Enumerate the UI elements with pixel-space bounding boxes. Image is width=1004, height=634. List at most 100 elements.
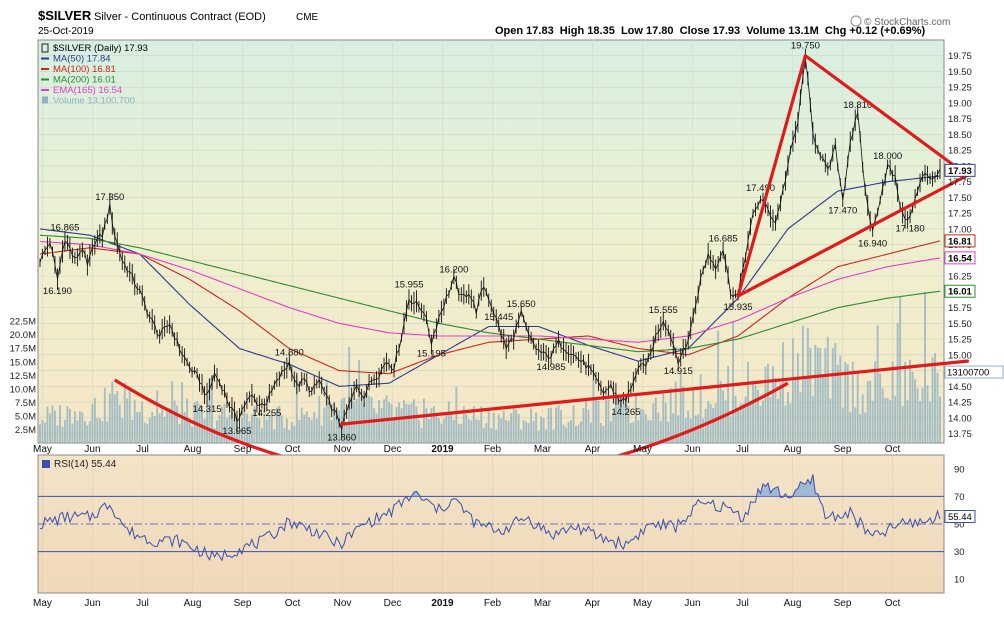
volume-bar <box>879 373 882 443</box>
volume-bar <box>702 418 705 443</box>
volume-bar <box>413 399 415 443</box>
volume-bar <box>612 411 615 443</box>
x-tick-label: Mar <box>534 598 552 609</box>
volume-bar <box>290 422 293 443</box>
price-tick-label: 15.75 <box>948 303 972 314</box>
volume-bar <box>809 347 812 443</box>
price-tick-label: 15.50 <box>948 319 972 330</box>
volume-bar <box>482 427 485 443</box>
rsi-line <box>39 474 941 562</box>
ma-line <box>39 234 941 353</box>
x-tick-label: Jun <box>84 444 100 455</box>
volume-bar <box>757 389 759 443</box>
volume-bar <box>799 392 802 443</box>
volume-bar <box>587 409 590 443</box>
volume-bar <box>784 405 787 443</box>
x-tick-label: Feb <box>484 444 502 455</box>
price-tick-label: 18.50 <box>948 130 972 141</box>
volume-axis: 22.5M 20.0M 17.5M 15.0M 12.5M 10.0M 7.5M 5.0M 2.… <box>10 317 36 436</box>
volume-bar <box>111 381 114 443</box>
x-tick-label: Jul <box>736 598 749 609</box>
volume-bar <box>176 405 179 443</box>
volume-bar <box>871 400 874 443</box>
volume-bar <box>764 366 767 443</box>
volume-bar <box>826 336 829 443</box>
volume-bar <box>63 420 66 443</box>
volume-bar <box>881 388 884 443</box>
volume-bar <box>46 406 49 443</box>
volume-bar <box>909 359 912 443</box>
x-tick-label: Feb <box>484 598 502 609</box>
price-annotation: 13.965 <box>222 426 251 437</box>
volume-bar <box>590 422 592 443</box>
volume-bar <box>313 411 316 443</box>
volume-bar <box>754 384 757 443</box>
volume-bar <box>752 381 754 443</box>
x-tick-label: Jun <box>684 598 700 609</box>
volume-bar <box>203 419 206 443</box>
volume-bar <box>819 348 822 443</box>
rsi-tick-label: 10 <box>954 575 965 586</box>
volume-tick-label: 15.0M <box>10 357 36 368</box>
volume-bar <box>634 394 637 443</box>
price-tag-text: 17.93 <box>948 166 972 177</box>
volume-bar <box>624 397 627 443</box>
volume-bar <box>283 427 286 443</box>
volume-bar <box>767 363 769 443</box>
volume-bar <box>699 374 702 443</box>
price-tick-label: 13.75 <box>948 429 972 440</box>
volume-bar <box>512 407 515 443</box>
volume-bar <box>597 400 600 443</box>
volume-bar <box>208 378 211 443</box>
volume-bar <box>211 376 213 443</box>
volume-bar <box>445 413 448 443</box>
volume-bar <box>487 409 490 443</box>
volume-tick-label: 10.0M <box>10 384 36 395</box>
volume-bar <box>181 382 184 443</box>
volume-bar <box>295 375 298 443</box>
volume-bar <box>831 348 834 443</box>
volume-bars <box>39 291 941 443</box>
volume-tag-box <box>944 365 1004 379</box>
rsi-tag-text: 55.44 <box>948 512 972 523</box>
volume-bar <box>724 400 727 443</box>
volume-bar <box>662 393 665 443</box>
volume-bar <box>684 417 687 443</box>
volume-bar <box>345 422 348 443</box>
x-tick-label: Aug <box>184 598 202 609</box>
volume-bar <box>255 417 258 443</box>
x-tick-label: May <box>633 444 652 455</box>
price-annotation: 14.880 <box>275 347 304 358</box>
volume-bar <box>368 395 371 443</box>
volume-bar <box>555 407 558 443</box>
volume-bar <box>260 428 263 443</box>
volume-bar <box>86 425 89 443</box>
price-annotation: 14.315 <box>193 404 222 415</box>
volume-bar <box>886 398 889 443</box>
volume-bar <box>542 417 545 443</box>
volume-bar <box>398 402 400 443</box>
volume-bar <box>904 361 907 443</box>
triangle-upper-trendline <box>736 54 969 297</box>
volume-bar <box>537 430 540 443</box>
volume-bar <box>450 412 453 443</box>
volume-bar <box>218 414 221 443</box>
volume-bar <box>198 404 201 443</box>
volume-bar <box>769 397 772 443</box>
price-annotation: 16.200 <box>439 264 468 275</box>
volume-bar <box>268 415 271 443</box>
volume-bar <box>44 422 46 443</box>
volume-bar <box>470 420 473 443</box>
x-tick-label: Mar <box>534 444 552 455</box>
volume-bar <box>502 411 505 443</box>
price-annotation: 13.860 <box>327 433 356 444</box>
volume-bar <box>68 408 71 443</box>
chart-date: 25-Oct-2019 <box>38 26 94 37</box>
volume-bar <box>380 407 383 443</box>
volume-bar <box>73 411 76 443</box>
volume-bar <box>158 413 161 443</box>
volume-bar <box>91 404 94 443</box>
volume-bar <box>78 411 81 443</box>
volume-bar <box>804 375 807 443</box>
volume-bar <box>585 399 587 443</box>
